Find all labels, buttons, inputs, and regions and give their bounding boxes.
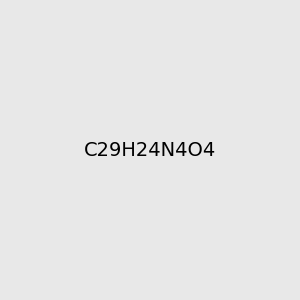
Text: C29H24N4O4: C29H24N4O4 (84, 140, 216, 160)
